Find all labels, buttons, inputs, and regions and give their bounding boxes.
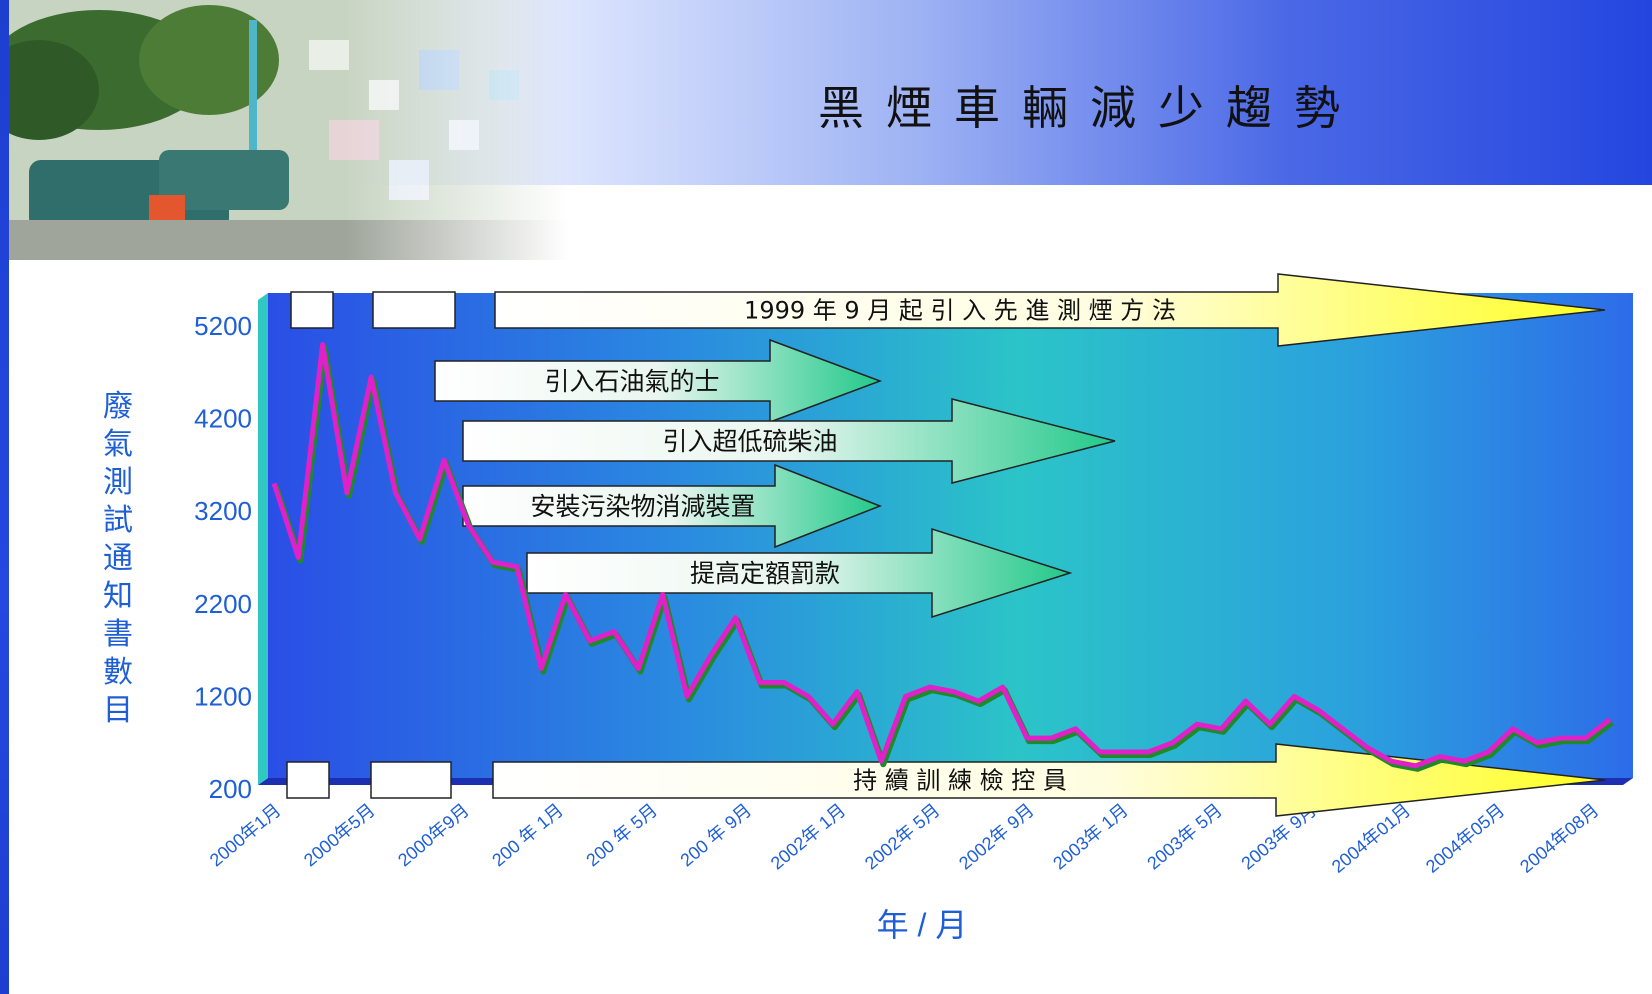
y-tick-label: 1200 <box>194 681 252 711</box>
series-line-path <box>271 342 1612 769</box>
arrow-pollutant-device <box>462 463 883 549</box>
timeline-box <box>286 761 330 799</box>
x-tick-label: 2003年 5月 <box>1143 800 1226 874</box>
arrow-training-officers <box>492 743 1606 817</box>
x-tick-label: 2003年 1月 <box>1049 800 1132 874</box>
x-tick-label: 2004年05月 <box>1422 800 1508 877</box>
street-photo-image <box>9 0 569 260</box>
y-axis-title: 廢氣測試通知書數目 <box>103 390 133 727</box>
x-tick-label: 200 年 5月 <box>582 800 661 871</box>
timeline-box <box>290 291 334 329</box>
x-tick-label: 2000年5月 <box>300 800 379 871</box>
arrow-fixed-penalty <box>526 527 1073 619</box>
y-tick-label: 2200 <box>194 589 252 619</box>
y-axis: 5200 4200 3200 2200 1200 200 <box>194 311 252 804</box>
x-tick-label: 200 年 1月 <box>488 800 567 871</box>
page-title: 黑煙車輛減少趨勢 <box>818 81 1362 135</box>
x-tick-label: 2004年08月 <box>1516 800 1602 877</box>
x-tick-label: 2000年9月 <box>394 800 473 871</box>
x-tick-label: 2000年1月 <box>206 800 285 871</box>
timeline-box <box>372 291 456 329</box>
arrow-lpg-taxi-label: 引入石油氣的士 <box>544 367 719 396</box>
arrow-ulsd-label: 引入超低硫柴油 <box>662 427 837 456</box>
arrow-fixed-penalty-label: 提高定額罰款 <box>690 559 840 588</box>
annotation-arrows: 1999 年 9 月 起 引 入 先 進 測 煙 方 法引入石油氣的士引入超低硫… <box>286 273 1606 817</box>
x-tick-label: 2002年 5月 <box>861 800 944 874</box>
arrow-advanced-smoke-test <box>494 273 1606 347</box>
timeline-box <box>370 761 452 799</box>
header-photo <box>9 0 569 260</box>
x-tick-label: 200 年 9月 <box>677 800 756 871</box>
x-tick-label: 2002年 9月 <box>955 800 1038 874</box>
arrow-advanced-smoke-test-label: 1999 年 9 月 起 引 入 先 進 測 煙 方 法 <box>744 297 1176 325</box>
x-axis-title: 年 / 月 <box>877 907 968 943</box>
arrow-ulsd <box>462 398 1116 484</box>
y-tick-label: 4200 <box>194 404 252 434</box>
y-tick-label: 5200 <box>194 311 252 341</box>
y-tick-label: 200 <box>209 774 252 804</box>
x-tick-label: 2004年01月 <box>1328 800 1414 877</box>
x-axis: 2000年1月 2000年5月 2000年9月 200 年 1月 200 年 5月 200… <box>206 800 1603 877</box>
plot-side-wall <box>258 293 268 785</box>
slide-left-bar <box>0 0 9 994</box>
arrow-lpg-taxi <box>434 338 883 424</box>
series-line <box>271 342 1614 772</box>
arrow-pollutant-device-label: 安裝污染物消減裝置 <box>530 492 755 521</box>
y-tick-label: 3200 <box>194 496 252 526</box>
arrow-training-officers-label: 持 續 訓 練 檢 控 員 <box>853 767 1067 795</box>
x-tick-label: 2002年 1月 <box>767 800 850 874</box>
